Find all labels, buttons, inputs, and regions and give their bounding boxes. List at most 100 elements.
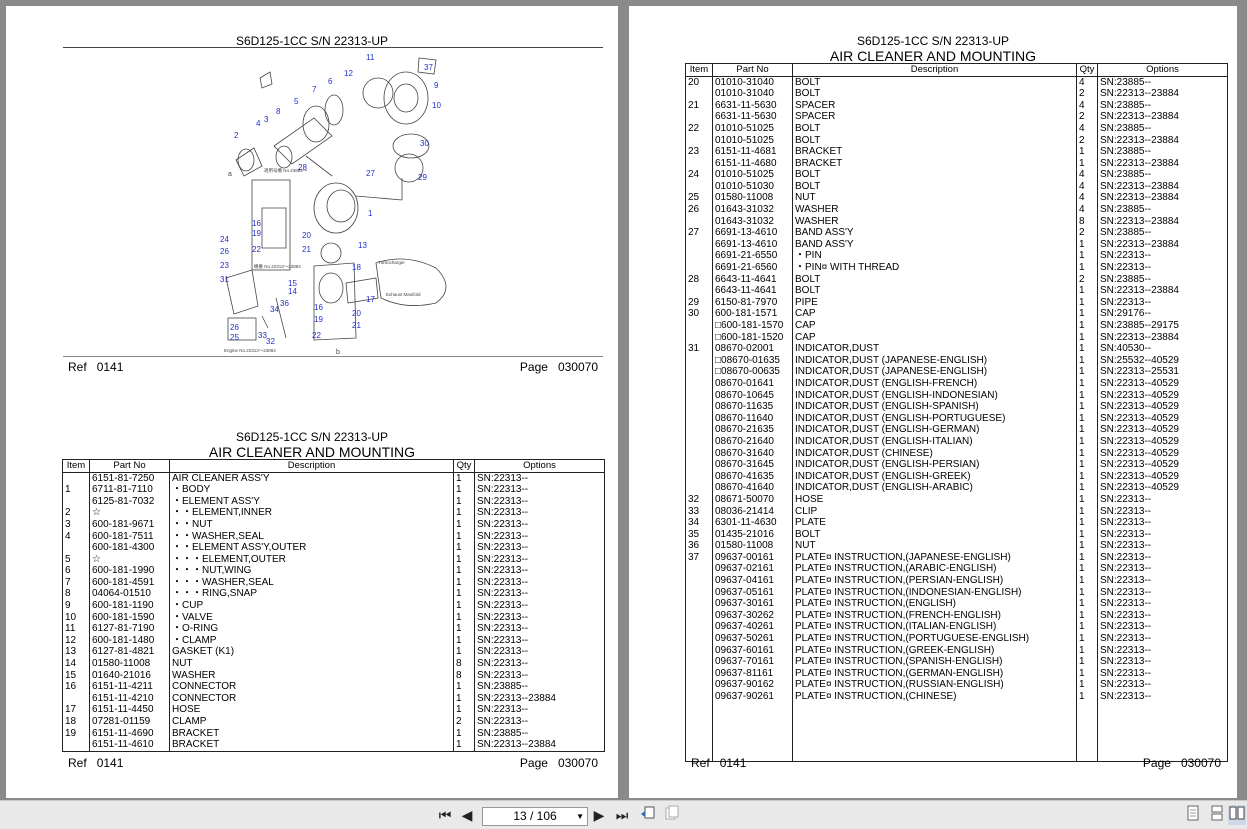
cell-qty: 4 <box>1076 76 1098 89</box>
cell-item: 32 <box>688 493 700 505</box>
cell-options: SN:23885-- <box>1097 76 1228 89</box>
cell-description: WASHER <box>792 204 1077 216</box>
cell-qty: 4 <box>1076 99 1098 112</box>
cell-part-no: 09637-04161 <box>712 575 793 587</box>
cell-part-no: 600-181-1590 <box>89 611 170 624</box>
last-page-icon[interactable]: ⏭ <box>615 807 629 823</box>
table-row: 34 6301-11-4630 PLATE 1 SN:22313-- <box>686 517 1228 529</box>
callout-26: 26 <box>220 247 229 256</box>
cell-part-no: 08036-21414 <box>712 505 793 518</box>
cell-qty: 1 <box>1076 146 1098 158</box>
viewer-toolbar: ⏮ ◀ 13 / 106 ▼ ▶ ⏭ <box>0 800 1247 829</box>
cell-item: 37 <box>688 551 700 563</box>
callout-34: 34 <box>270 305 279 314</box>
cell-qty: 1 <box>1076 470 1098 483</box>
cell-options: SN:22313-- <box>474 484 605 496</box>
cell-qty: 1 <box>1076 285 1098 297</box>
cell-item: 28 <box>688 273 700 285</box>
callout-27: 27 <box>366 169 375 178</box>
ref-label: Ref <box>68 360 87 374</box>
cell-description: BOLT <box>792 88 1077 100</box>
callout-31: 31 <box>220 275 229 284</box>
cell-part-no: 08670-01641 <box>712 377 793 390</box>
facing-pages-view-icon[interactable] <box>1228 805 1246 825</box>
table-row: 08670-10645 INDICATOR,DUST (ENGLISH-INDON… <box>686 389 1228 402</box>
cell-qty: 4 <box>1076 122 1098 135</box>
table-row: 09637-02161 PLATE¤ INSTRUCTION,(ARABIC-EN… <box>686 563 1228 576</box>
callout-12: 12 <box>344 69 353 78</box>
cell-qty: 1 <box>1076 563 1098 576</box>
cell-qty: 2 <box>453 715 475 728</box>
callout-16: 16 <box>252 219 261 228</box>
cell-item <box>686 413 713 425</box>
cell-options: SN:23885-- <box>1097 169 1228 181</box>
table-row: 01010-51030 BOLT 4 SN:22313--23884 <box>686 180 1228 193</box>
callout-20b: 20 <box>352 309 361 318</box>
cell-part-no: 600-181-1190 <box>89 600 170 612</box>
cell-options: SN:23885--29175 <box>1097 319 1228 332</box>
callout-3: 3 <box>264 115 269 124</box>
cell-item: 10 <box>65 611 77 623</box>
page-ref: Ref 0141 <box>691 756 746 770</box>
exploded-parts-diagram: 11 37 12 9 6 7 10 5 8 3 4 2 30 28 27 29 … <box>220 53 447 356</box>
callout-36: 36 <box>280 299 289 308</box>
cell-description: INDICATOR,DUST (ENGLISH-PERSIAN) <box>792 459 1077 471</box>
callout-19b: 19 <box>314 315 323 324</box>
first-page-icon[interactable]: ⏮ <box>438 807 452 823</box>
cell-description: BRACKET <box>792 146 1077 158</box>
page-label: Page <box>519 360 548 374</box>
table-row: 01643-31032 WASHER 8 SN:22313--23884 <box>686 215 1228 228</box>
cell-options: SN:22313--40529 <box>1097 447 1228 460</box>
column-header-part-no: Part No <box>89 459 170 473</box>
callout-9: 9 <box>434 81 439 90</box>
cell-qty: 1 <box>453 704 475 716</box>
cell-item <box>686 598 713 610</box>
column-header-options: Options <box>1097 63 1228 77</box>
cell-options: SN:22313-- <box>474 623 605 635</box>
page-title: S6D125-1CC S/N 22313-UP <box>856 34 1010 48</box>
cell-qty: 1 <box>1076 609 1098 622</box>
cell-qty: 1 <box>1076 528 1098 541</box>
cell-item <box>63 472 90 484</box>
table-row: 09637-30161 PLATE¤ INSTRUCTION,(ENGLISH) 1… <box>686 598 1228 610</box>
cell-item <box>686 424 713 436</box>
cell-part-no: 07281-01159 <box>89 715 170 728</box>
cell-options: SN:29176-- <box>1097 308 1228 320</box>
cell-qty: 8 <box>453 658 475 670</box>
cell-qty: 1 <box>1076 331 1098 344</box>
page-value: 030070 <box>557 756 598 770</box>
go-back-icon[interactable] <box>638 805 658 825</box>
left-page: S6D125-1CC S/N 22313-UP <box>6 6 618 798</box>
cell-options: SN:22313--23884 <box>1097 111 1228 123</box>
cell-description: PLATE¤ INSTRUCTION,(CHINESE) <box>792 690 1077 703</box>
cell-part-no: 08670-21640 <box>712 435 793 448</box>
cell-qty: 1 <box>453 600 475 612</box>
page-number-input[interactable]: 13 / 106 ▼ <box>482 807 588 826</box>
cell-description: CONNECTOR <box>169 681 454 693</box>
next-page-icon[interactable]: ▶ <box>593 807 605 823</box>
cell-part-no: 6711-81-7110 <box>89 484 170 496</box>
continuous-view-icon[interactable] <box>1208 805 1226 825</box>
table-title: S6D125-1CC S/N 22313-UP <box>235 430 389 444</box>
single-page-view-icon[interactable] <box>1184 805 1202 825</box>
cell-item <box>686 563 713 575</box>
prev-page-icon[interactable]: ◀ <box>461 807 473 823</box>
cell-item <box>686 390 713 402</box>
filler-cell <box>1097 702 1228 762</box>
chevron-down-icon[interactable]: ▼ <box>576 812 584 821</box>
cell-item <box>686 134 713 146</box>
cell-part-no: 6151-11-4610 <box>89 739 170 752</box>
cell-options: SN:22313--23884 <box>474 739 605 752</box>
go-forward-icon[interactable] <box>662 805 682 825</box>
cell-item <box>63 739 90 751</box>
cell-options: SN:22313--23884 <box>474 692 605 705</box>
cell-description: BAND ASS'Y <box>792 227 1077 239</box>
callout-23: 23 <box>220 261 229 270</box>
cell-item: 19 <box>65 727 77 739</box>
table-row: 29 6150-81-7970 PIPE 1 SN:22313-- <box>686 296 1228 309</box>
cell-qty: 1 <box>453 507 475 519</box>
cell-options: SN:22313--23884 <box>1097 215 1228 228</box>
cell-description: INDICATOR,DUST (ENGLISH-GERMAN) <box>792 424 1077 436</box>
cell-item <box>686 181 713 193</box>
table-row: □600-181-1520 CAP 1 SN:22313--23884 <box>686 331 1228 344</box>
